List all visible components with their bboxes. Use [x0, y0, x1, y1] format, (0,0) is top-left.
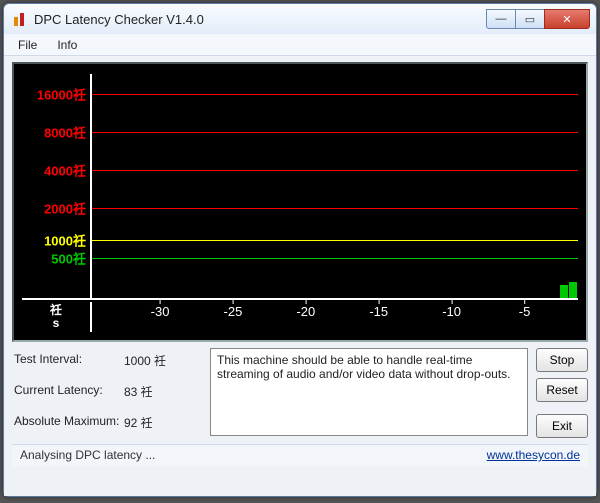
app-icon — [12, 11, 28, 27]
client-area: 16000祍 8000祍 4000祍 2000祍 1000祍500祍 祍 s -30 -2… — [4, 56, 596, 496]
window-title: DPC Latency Checker V1.4.0 — [34, 12, 487, 27]
x-tick-label: -5 — [519, 304, 531, 319]
button-column: Stop Reset Exit — [536, 348, 588, 438]
x-ticks: -30 -25 -20 -15 -10 -5 — [92, 302, 578, 332]
latency-bar — [569, 282, 577, 298]
x-tick-label: -25 — [224, 304, 243, 319]
y-axis: 16000祍 8000祍 4000祍 2000祍 1000祍500祍 — [22, 74, 92, 298]
x-tick-label: -10 — [442, 304, 461, 319]
grid-line — [92, 258, 578, 259]
grid-line — [92, 240, 578, 241]
status-bar: Analysing DPC latency ... www.thesycon.d… — [12, 444, 588, 466]
stat-label: Current Latency: — [14, 383, 124, 400]
y-tick-label: 2000祍 — [44, 199, 86, 218]
stop-button[interactable]: Stop — [536, 348, 588, 372]
grid-line — [92, 208, 578, 209]
stat-label: Test Interval: — [14, 352, 124, 369]
menu-file[interactable]: File — [10, 36, 45, 54]
info-row: Test Interval: 1000 祍 Current Latency: 8… — [12, 348, 588, 438]
stats-panel: Test Interval: 1000 祍 Current Latency: 8… — [12, 348, 202, 438]
stat-interval: Test Interval: 1000 祍 — [14, 352, 200, 369]
stat-value: 1000 祍 — [124, 352, 166, 369]
reset-button[interactable]: Reset — [536, 378, 588, 402]
app-window: DPC Latency Checker V1.4.0 — ▭ ✕ File In… — [3, 3, 597, 497]
latency-bar — [560, 285, 568, 298]
y-tick-label: 8000祍 — [44, 123, 86, 142]
x-tick-label: -20 — [296, 304, 315, 319]
menu-bar: File Info — [4, 34, 596, 56]
message-text: This machine should be able to handle re… — [217, 353, 511, 381]
close-button[interactable]: ✕ — [544, 9, 590, 29]
latency-chart: 16000祍 8000祍 4000祍 2000祍 1000祍500祍 祍 s -30 -2… — [12, 62, 588, 342]
chart-plot — [92, 74, 578, 298]
grid-line — [92, 94, 578, 95]
minimize-button[interactable]: — — [486, 9, 516, 29]
y-tick-label: 16000祍 — [37, 85, 86, 104]
x-tick-label: -30 — [151, 304, 170, 319]
stat-value: 83 祍 — [124, 383, 153, 400]
x-unit-label: s — [53, 317, 60, 330]
window-buttons: — ▭ ✕ — [487, 9, 590, 29]
grid-line — [92, 132, 578, 133]
stat-label: Absolute Maximum: — [14, 414, 124, 431]
chart-body: 16000祍 8000祍 4000祍 2000祍 1000祍500祍 — [22, 74, 578, 298]
x-tick-label: -15 — [369, 304, 388, 319]
menu-info[interactable]: Info — [49, 36, 85, 54]
axis-corner: 祍 s — [22, 302, 92, 332]
stat-max: Absolute Maximum: 92 祍 — [14, 414, 200, 431]
message-box: This machine should be able to handle re… — [210, 348, 528, 436]
status-link[interactable]: www.thesycon.de — [487, 448, 580, 463]
exit-button[interactable]: Exit — [536, 414, 588, 438]
status-text: Analysing DPC latency ... — [20, 448, 155, 463]
y-tick-label: 1000祍 — [44, 230, 86, 249]
grid-line — [92, 170, 578, 171]
y-tick-label: 500祍 — [51, 248, 86, 267]
y-tick-label: 4000祍 — [44, 161, 86, 180]
title-bar[interactable]: DPC Latency Checker V1.4.0 — ▭ ✕ — [4, 4, 596, 34]
stat-value: 92 祍 — [124, 414, 153, 431]
stat-current: Current Latency: 83 祍 — [14, 383, 200, 400]
x-axis: 祍 s -30 -25 -20 -15 -10 -5 — [22, 298, 578, 332]
maximize-button[interactable]: ▭ — [515, 9, 545, 29]
